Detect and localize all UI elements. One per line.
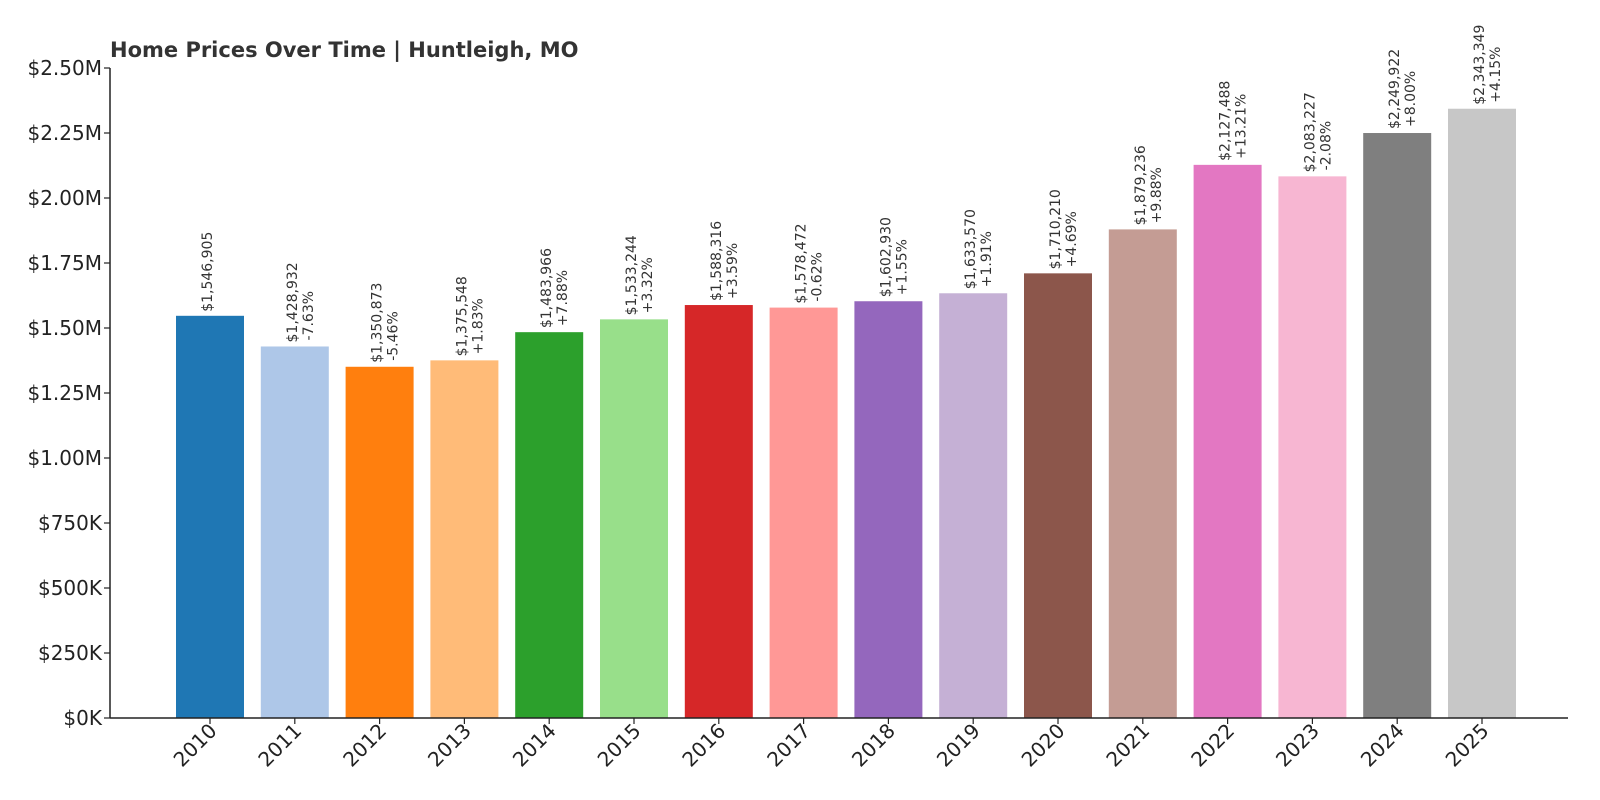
bar-2012 bbox=[345, 366, 414, 718]
value-label: $1,588,316 bbox=[709, 221, 725, 301]
change-label: +8.00% bbox=[1403, 71, 1419, 127]
change-label: -7.63% bbox=[301, 291, 317, 341]
change-label: +1.83% bbox=[470, 298, 486, 354]
change-label: +1.55% bbox=[894, 239, 910, 295]
y-axis: $0K $250K $500K $750K $1.00M $1.25M $1.50M $1.7… bbox=[27, 56, 110, 730]
y-tick-label: $1.00M bbox=[27, 446, 102, 470]
x-tick-label: 2014 bbox=[508, 719, 561, 772]
y-tick-label: $500K bbox=[38, 576, 103, 600]
value-label: $1,483,966 bbox=[539, 248, 555, 328]
change-label: +3.59% bbox=[725, 243, 741, 299]
x-tick-label: 2010 bbox=[169, 719, 222, 772]
bar-2013 bbox=[430, 360, 499, 718]
value-label: $1,602,930 bbox=[878, 217, 894, 297]
x-tick-label: 2023 bbox=[1271, 719, 1324, 772]
bar-2014 bbox=[515, 332, 584, 718]
bar-2025 bbox=[1448, 108, 1516, 719]
value-label: $1,633,570 bbox=[963, 209, 979, 289]
change-label: -2.08% bbox=[1318, 121, 1334, 171]
bar-2010 bbox=[176, 315, 244, 718]
chart-title: Home Prices Over Time | Huntleigh, MO bbox=[110, 38, 578, 63]
x-tick-label: 2018 bbox=[847, 719, 900, 772]
x-tick-label: 2020 bbox=[1017, 719, 1070, 772]
x-tick-label: 2011 bbox=[253, 719, 306, 772]
bar-2022 bbox=[1193, 164, 1262, 718]
x-tick-label: 2021 bbox=[1101, 719, 1154, 772]
bar-2018 bbox=[854, 301, 923, 718]
value-label: $1,578,472 bbox=[794, 223, 810, 303]
x-tick-label: 2022 bbox=[1186, 719, 1239, 772]
change-label: +13.21% bbox=[1234, 94, 1250, 159]
change-label: +1.91% bbox=[979, 231, 995, 287]
data-labels: $1,546,905 $1,428,932 -7.63% $1,350,873 -5.4… bbox=[200, 25, 1504, 363]
bar-2011 bbox=[260, 346, 329, 718]
bar-2015 bbox=[600, 319, 668, 718]
change-label: -0.62% bbox=[810, 252, 826, 302]
change-label: +7.88% bbox=[555, 270, 571, 326]
y-tick-label: $1.50M bbox=[27, 316, 102, 340]
x-tick-label: 2013 bbox=[423, 719, 476, 772]
value-label: $1,428,932 bbox=[285, 262, 301, 342]
x-tick-label: 2015 bbox=[593, 719, 646, 772]
change-label: +4.15% bbox=[1488, 47, 1504, 103]
y-tick-label: $750K bbox=[38, 511, 103, 535]
value-label: $2,083,227 bbox=[1302, 92, 1318, 172]
x-tick-label: 2019 bbox=[932, 719, 985, 772]
bar-2017 bbox=[769, 307, 838, 718]
y-tick-label: $250K bbox=[38, 641, 103, 665]
bar-2021 bbox=[1108, 229, 1177, 719]
change-label: -5.46% bbox=[386, 311, 402, 361]
value-label: $1,533,244 bbox=[624, 235, 640, 315]
bar-2016 bbox=[684, 305, 753, 718]
x-tick-label: 2025 bbox=[1441, 719, 1494, 772]
value-label: $1,879,236 bbox=[1133, 145, 1149, 225]
change-label: +4.69% bbox=[1064, 211, 1080, 267]
x-tick-label: 2017 bbox=[762, 719, 815, 772]
value-label: $2,249,922 bbox=[1387, 49, 1403, 129]
value-label: $2,127,488 bbox=[1218, 81, 1234, 161]
y-tick-label: $2.25M bbox=[27, 121, 102, 145]
value-label: $1,375,548 bbox=[454, 276, 470, 356]
change-label: +9.88% bbox=[1149, 167, 1165, 223]
x-tick-label: 2012 bbox=[338, 719, 391, 772]
value-label: $1,710,210 bbox=[1048, 189, 1064, 269]
bar-2019 bbox=[939, 293, 1008, 718]
value-label: $1,350,873 bbox=[370, 283, 386, 363]
y-tick-label: $1.25M bbox=[27, 381, 102, 405]
y-tick-label: $0K bbox=[63, 706, 102, 730]
bars bbox=[176, 108, 1516, 719]
bar-2023 bbox=[1278, 176, 1347, 719]
bar-2024 bbox=[1363, 133, 1432, 719]
y-tick-label: $2.00M bbox=[27, 186, 102, 210]
value-label: $1,546,905 bbox=[200, 232, 216, 312]
x-axis: 2010 2011 2012 2013 2014 2015 2016 2017 2018 2019… bbox=[169, 718, 1494, 772]
y-tick-label: $1.75M bbox=[27, 251, 102, 275]
x-tick-label: 2024 bbox=[1356, 719, 1409, 772]
change-label: +3.32% bbox=[640, 257, 656, 313]
x-tick-label: 2016 bbox=[677, 719, 730, 772]
y-tick-label: $2.50M bbox=[27, 56, 102, 80]
value-label: $2,343,349 bbox=[1472, 25, 1488, 105]
bar-2020 bbox=[1024, 273, 1092, 718]
